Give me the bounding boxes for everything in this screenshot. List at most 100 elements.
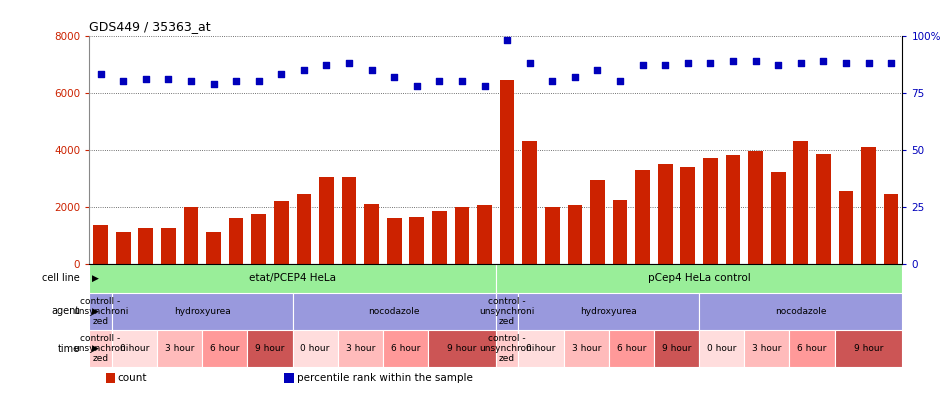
Bar — [89, 264, 496, 293]
Point — [884, 60, 899, 66]
Point — [251, 78, 266, 84]
Point — [703, 60, 718, 66]
Bar — [410, 217, 424, 264]
Point — [431, 78, 446, 84]
Bar — [247, 330, 292, 367]
Text: agent: agent — [52, 307, 80, 316]
Bar — [658, 164, 673, 264]
Text: time: time — [57, 344, 80, 354]
Text: 9 hour: 9 hour — [256, 344, 285, 353]
Bar — [496, 330, 519, 367]
Text: 9 hour: 9 hour — [662, 344, 691, 353]
Bar — [319, 177, 334, 264]
Bar — [835, 330, 902, 367]
Point — [816, 57, 831, 64]
Point — [613, 78, 628, 84]
Bar — [500, 80, 514, 264]
Text: hydroxyurea: hydroxyurea — [580, 307, 637, 316]
Text: 0 hour: 0 hour — [526, 344, 556, 353]
Bar — [157, 330, 202, 367]
Text: percentile rank within the sample: percentile rank within the sample — [297, 373, 473, 383]
Text: 0 hour: 0 hour — [119, 344, 149, 353]
Bar — [654, 330, 699, 367]
Point — [183, 78, 198, 84]
Bar — [861, 147, 876, 264]
Bar — [771, 173, 786, 264]
Bar — [274, 201, 289, 264]
Point — [161, 76, 176, 82]
Point — [228, 78, 243, 84]
Bar — [726, 155, 741, 264]
Bar — [816, 154, 831, 264]
Point — [726, 57, 741, 64]
Bar — [545, 207, 559, 264]
Bar — [112, 293, 292, 330]
Point — [523, 60, 538, 66]
Bar — [519, 293, 699, 330]
Bar — [365, 204, 379, 264]
Text: count: count — [118, 373, 148, 383]
Bar — [105, 373, 116, 383]
Bar — [285, 373, 294, 383]
Bar — [838, 191, 854, 264]
Point — [206, 80, 221, 87]
Point — [274, 71, 289, 78]
Point — [590, 67, 605, 73]
Bar — [699, 293, 902, 330]
Text: control -
unsynchroni
zed: control - unsynchroni zed — [479, 335, 535, 363]
Point — [341, 60, 356, 66]
Text: 6 hour: 6 hour — [797, 344, 827, 353]
Text: ▶: ▶ — [92, 307, 99, 316]
Bar — [519, 330, 564, 367]
Text: nocodazole: nocodazole — [368, 307, 420, 316]
Point — [568, 74, 583, 80]
Text: nocodazole: nocodazole — [775, 307, 826, 316]
Bar — [432, 211, 446, 264]
Bar — [228, 218, 243, 264]
Bar — [296, 194, 311, 264]
Text: ▶: ▶ — [92, 274, 99, 283]
Text: 3 hour: 3 hour — [752, 344, 781, 353]
Text: ▶: ▶ — [92, 344, 99, 353]
Bar — [455, 207, 469, 264]
Text: controll -
unsynchroni
zed: controll - unsynchroni zed — [73, 297, 128, 326]
Bar — [93, 225, 108, 264]
Bar — [496, 264, 902, 293]
Bar — [161, 228, 176, 264]
Bar — [116, 232, 131, 264]
Text: 6 hour: 6 hour — [211, 344, 240, 353]
Bar — [251, 214, 266, 264]
Bar — [790, 330, 835, 367]
Bar — [387, 218, 401, 264]
Bar — [383, 330, 428, 367]
Bar — [292, 330, 337, 367]
Text: 0 hour: 0 hour — [707, 344, 736, 353]
Bar — [342, 177, 356, 264]
Point — [681, 60, 696, 66]
Bar — [183, 207, 198, 264]
Text: 9 hour: 9 hour — [854, 344, 884, 353]
Bar — [590, 180, 604, 264]
Text: cell line: cell line — [41, 273, 80, 283]
Bar — [496, 293, 519, 330]
Point — [364, 67, 379, 73]
Text: 3 hour: 3 hour — [164, 344, 195, 353]
Point — [138, 76, 153, 82]
Bar — [793, 141, 808, 264]
Text: pCep4 HeLa control: pCep4 HeLa control — [648, 273, 750, 283]
Text: GDS449 / 35363_at: GDS449 / 35363_at — [89, 20, 211, 33]
Point — [545, 78, 560, 84]
Point — [386, 74, 401, 80]
Point — [838, 60, 854, 66]
Bar — [609, 330, 654, 367]
Point — [500, 37, 515, 44]
Point — [748, 57, 763, 64]
Bar — [884, 194, 899, 264]
Point — [296, 67, 311, 73]
Bar — [337, 330, 383, 367]
Text: 3 hour: 3 hour — [572, 344, 601, 353]
Text: hydroxyurea: hydroxyurea — [174, 307, 230, 316]
Text: 6 hour: 6 hour — [617, 344, 646, 353]
Text: etat/PCEP4 HeLa: etat/PCEP4 HeLa — [249, 273, 337, 283]
Point — [319, 62, 334, 69]
